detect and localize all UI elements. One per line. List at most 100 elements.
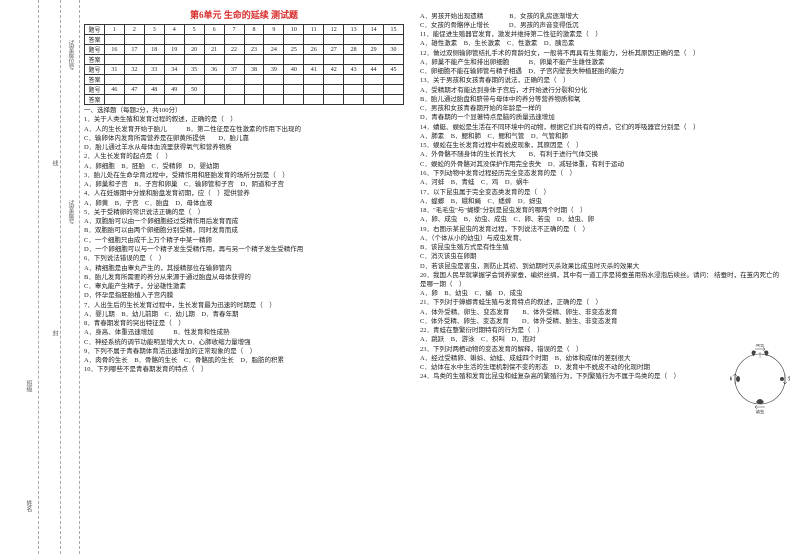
class-label: 班级 — [24, 380, 33, 392]
row-label: 答案 — [85, 55, 105, 65]
ans-cell — [304, 35, 324, 45]
qnum-cell: 16 — [104, 45, 124, 55]
qnum-cell: 45 — [384, 65, 404, 75]
qnum-cell: 18 — [144, 45, 164, 55]
test-title: 第6单元 生命的延续 测试题 — [84, 8, 404, 21]
left-column: 第6单元 生命的延续 测试题 题号123456789101112131415答案… — [84, 8, 404, 375]
ans-cell — [144, 75, 164, 85]
question-line: 18．"毛毛虫"与"蝴蝶"分别是昆虫发育的哪两个时期（ ） — [420, 207, 780, 216]
qnum-cell — [204, 85, 224, 95]
question-line: 1．关于人类生殖和发育过程的叙述，正确的是（ ） — [84, 116, 404, 125]
qnum-cell: 42 — [324, 65, 344, 75]
question-line: 10．下列哪些不是青春期发育的特点（ ） — [84, 366, 404, 375]
question-line: A．卵细胞 B．胚胎 C．受精卵 D．婴幼期 — [84, 163, 404, 172]
qnum-cell — [244, 85, 264, 95]
qnum-cell: 27 — [324, 45, 344, 55]
question-line: A．卵、成虫 B．幼虫、成虫 C．卵、若虫 D．幼虫、卵 — [420, 216, 780, 225]
qnum-cell: 35 — [184, 65, 204, 75]
ans-cell — [104, 95, 124, 105]
svg-text:成虫: 成虫 — [756, 344, 764, 347]
ans-cell — [164, 95, 184, 105]
question-line: 14．蜻蜓、蜈蚣是生活在不同环境中的动物，根据它们共有的特点，它们的呼吸器官分别… — [420, 124, 780, 133]
question-line: C．女孩的骨骼停止增长 D．男孩的声音变得低沉 — [420, 22, 780, 31]
question-line: B．胎儿发育所需要的养分从来源于通过胎盘从母体获得的 — [84, 274, 404, 283]
qnum-cell — [384, 85, 404, 95]
qnum-cell: 38 — [244, 65, 264, 75]
question-line: A．男孩开始出现遗精 B．女孩的乳房逐渐增大 — [420, 13, 780, 22]
qnum-cell: 15 — [384, 25, 404, 35]
qnum-cell: 49 — [164, 85, 184, 95]
right-column: A．男孩开始出现遗精 B．女孩的乳房逐渐增大C．女孩的骨骼停止增长 D．男孩的声… — [420, 12, 780, 382]
question-line: A．体外受精、卵生、变态发育 B．体外受精、卵生、非变态发育 — [420, 309, 780, 318]
qnum-cell: 14 — [364, 25, 384, 35]
ans-cell — [204, 75, 224, 85]
row-label: 题号 — [85, 85, 105, 95]
qnum-cell: 20 — [184, 45, 204, 55]
question-line: 21．下列对于蟑螂青蛙生殖与发育特点的叙述，正确的是（ ） — [420, 299, 780, 308]
ans-cell — [204, 35, 224, 45]
ans-cell — [284, 55, 304, 65]
question-line: A．受精期才有能达到身体子宫后，才开始进行分裂和分化 — [420, 87, 780, 96]
ans-cell — [104, 55, 124, 65]
qnum-cell: 6 — [204, 25, 224, 35]
ans-cell — [224, 35, 244, 45]
qnum-cell: 5 — [184, 25, 204, 35]
question-line: C．蜈蚣的外骨骼对其没保护作用完全丧失 D．减轻体重，有利于运动 — [420, 161, 780, 170]
ans-cell — [324, 55, 344, 65]
qnum-cell: 39 — [264, 65, 284, 75]
qnum-cell: 26 — [304, 45, 324, 55]
ans-cell — [324, 35, 344, 45]
question-line: 7．人出生后的生长发育过程中，生长发育最为迅速的时期是（ ） — [84, 302, 404, 311]
question-line: C．消灭该虫在卵期 — [420, 253, 780, 262]
ans-cell — [304, 55, 324, 65]
question-line: 19．右图示某昆虫的发育过程，下列说法不正确的是（ ） — [420, 226, 780, 235]
question-line: 8．青春期发育的突出特征是（ ） — [84, 320, 404, 329]
qnum-cell — [344, 85, 364, 95]
question-line: 17．以下昆虫属于完全变态类发育的是（ ） — [420, 189, 780, 198]
qnum-cell: 47 — [124, 85, 144, 95]
qnum-cell: 9 — [264, 25, 284, 35]
qnum-cell: 19 — [164, 45, 184, 55]
ans-cell — [204, 95, 224, 105]
question-line: A．肺素 B．鳃和肺 C．鳃和气管 D．气管和肺 — [420, 133, 780, 142]
qnum-cell: 24 — [264, 45, 284, 55]
question-line: A．卵 B．幼虫 C．蛹 D．成虫 — [420, 290, 780, 299]
exam-label: 试室座号 — [66, 200, 75, 224]
qnum-cell: 11 — [304, 25, 324, 35]
ans-cell — [244, 55, 264, 65]
ans-cell — [344, 35, 364, 45]
ans-cell — [124, 75, 144, 85]
qnum-cell — [284, 85, 304, 95]
ans-cell — [144, 55, 164, 65]
row-label: 答案 — [85, 35, 105, 45]
ans-cell — [184, 55, 204, 65]
seat-label: 试室座位号 — [66, 40, 75, 70]
ans-cell — [184, 35, 204, 45]
question-line: A．肉骨的生长 B．骨骼的生长 C．骨骼肌的生长 D．脂肪的积累 — [84, 357, 404, 366]
qnum-cell: 13 — [344, 25, 364, 35]
ans-cell — [284, 95, 304, 105]
ans-cell — [104, 35, 124, 45]
ans-cell — [264, 35, 284, 45]
question-line: A．雄性激素 B．生长激素 C．性激素 D．胰岛素 — [420, 40, 780, 49]
qnum-cell: 28 — [344, 45, 364, 55]
ans-cell — [184, 75, 204, 85]
qnum-cell: 50 — [184, 85, 204, 95]
ans-cell — [324, 95, 344, 105]
question-line: C．输卵体内发育所需营养是在卵黄所提供 D．胎儿靠 — [84, 135, 404, 144]
question-line: B．胎儿通过胎盘和脐带与母体中的养分等营养物质和氧 — [420, 96, 780, 105]
question-line: A．双胞胎可以由一个卵细胞经过受精作用后发育而成 — [84, 218, 404, 227]
qnum-cell: 31 — [104, 65, 124, 75]
question-line: C．体外受精、卵生、变态发育 D．体外受精、胎生、非变态发育 — [420, 318, 780, 327]
ans-cell — [364, 55, 384, 65]
lifecycle-diagram: 成虫 受精卵 幼虫 蛹 — [730, 344, 790, 416]
qnum-cell: 7 — [224, 25, 244, 35]
qnum-cell: 22 — [224, 45, 244, 55]
question-line: A．婴儿期 B．幼儿前期 C．幼儿期 D．青春年期 — [84, 311, 404, 320]
ans-cell — [144, 95, 164, 105]
svg-text:幼虫: 幼虫 — [756, 408, 764, 414]
svg-text:受精卵: 受精卵 — [788, 375, 790, 381]
ans-cell — [164, 75, 184, 85]
qnum-cell: 17 — [124, 45, 144, 55]
qnum-cell: 8 — [244, 25, 264, 35]
